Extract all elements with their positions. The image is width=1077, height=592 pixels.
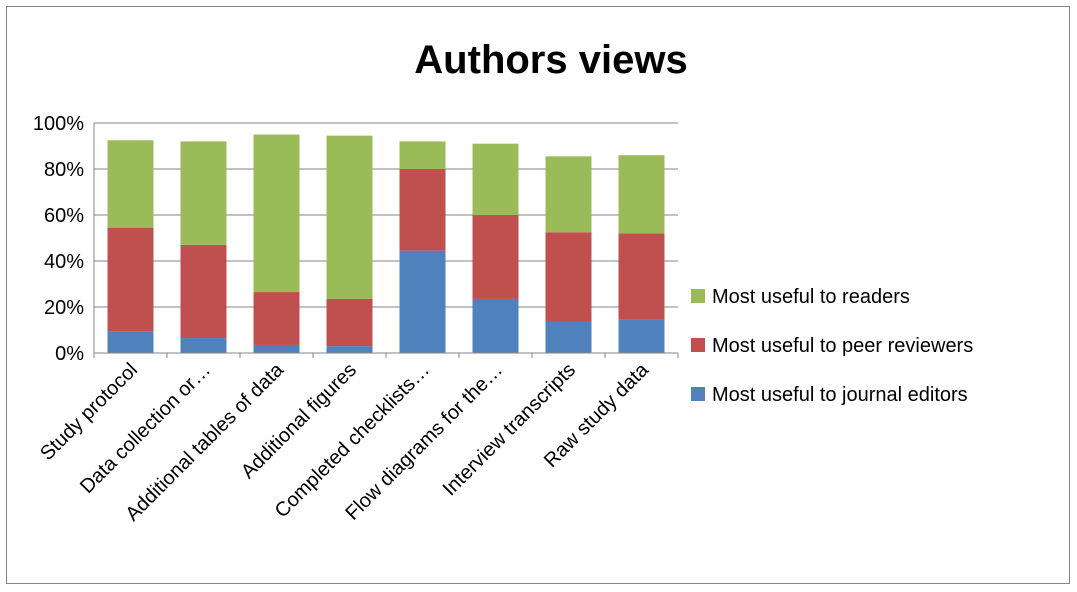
y-tick-label: 0% [55,343,84,365]
legend-label: Most useful to readers [712,286,910,308]
bar-segment [399,250,446,353]
bar-segment [399,141,446,169]
bar-segment [326,346,373,353]
bar-segment [399,169,446,251]
legend-label: Most useful to peer reviewers [712,335,973,357]
bar-segment [253,292,300,345]
bar-segment [107,331,154,353]
y-tick-label: 80% [44,159,84,181]
y-tick-label: 60% [44,205,84,227]
bar-segment [253,344,300,353]
legend-swatch [691,338,705,352]
bar-segment [180,141,227,245]
chart-frame: Authors views 0% 20% 40% 60% 80% 100% Study pr… [6,6,1070,584]
bar-segment [472,215,519,299]
bar-segment [545,321,592,353]
legend-swatch [691,387,705,401]
chart-title: Authors views [414,38,687,82]
legend: Most useful to readers Most useful to pee… [691,286,973,406]
bar-segment [545,156,592,233]
stacked-bar-chart: Authors views 0%20%40%60%80%100%Study pr… [33,38,973,526]
bar-segment [618,155,665,234]
bar-segment [618,319,665,353]
x-category-label: Interview transcripts [439,359,580,500]
bar-segment [180,338,227,353]
bar-segment [253,134,300,293]
y-tick-label: 40% [44,251,84,273]
bar-segment [107,227,154,332]
bar-segment [326,135,373,299]
x-category-label: Data collection or… [76,359,215,498]
bar-segment [180,244,227,339]
y-tick-label: 20% [44,297,84,319]
bar-segment [618,233,665,320]
legend-swatch [691,289,705,303]
bar-segment [107,140,154,228]
bar-segment [472,143,519,215]
bars [107,134,665,353]
bar-segment [326,298,373,347]
legend-label: Most useful to journal editors [712,384,968,406]
y-tick-label: 100% [33,113,84,135]
bar-segment [472,298,519,353]
bar-segment [545,232,592,322]
